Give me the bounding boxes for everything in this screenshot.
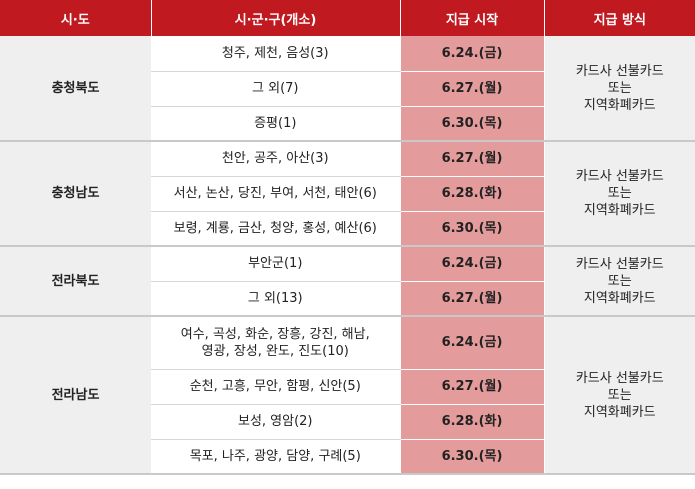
header-start-date: 지급 시작 — [399, 0, 544, 36]
district-cell: 보성, 영암(2) — [151, 404, 400, 440]
payment-method-text: 카드사 선불카드 — [575, 63, 664, 79]
payment-schedule-table: 시·도 시·군·구(개소) 지급 시작 지급 방식 충청북도 청주, 제천, 음성… — [0, 0, 695, 475]
district-cell: 천안, 공주, 아산(3) — [151, 141, 400, 177]
header-payment-method: 지급 방식 — [543, 0, 695, 36]
payment-method-text: 또는 — [607, 186, 632, 201]
district-text: 청주, 제천, 음성(3) — [221, 45, 329, 61]
district-text: 여수, 곡성, 화순, 장흥, 강진, 해남, — [180, 326, 370, 342]
district-text: 목포, 나주, 광양, 담양, 구례(5) — [189, 448, 361, 464]
table-row: 증평(1) 6.30.(목) — [0, 106, 695, 142]
table-row: 보성, 영암(2) 6.28.(화) — [0, 404, 695, 440]
start-date-cell: 6.30.(목) — [399, 211, 545, 247]
payment-method-cell: 카드사 선불카드 또는 지역화폐카드 — [544, 36, 695, 142]
district-cell: 그 외(7) — [151, 71, 400, 107]
payment-method-text: 카드사 선불카드 — [575, 256, 664, 272]
payment-method-text: 지역화폐카드 — [583, 203, 656, 218]
district-text: 보성, 영암(2) — [237, 414, 313, 429]
payment-method-cell: 카드사 선불카드 또는 지역화폐카드 — [544, 246, 695, 317]
district-text: 서산, 논산, 당진, 부여, 서천, 태안(6) — [173, 186, 377, 201]
payment-method-text: 카드사 선불카드 — [575, 169, 664, 184]
start-date-cell: 6.27.(월) — [399, 71, 545, 107]
payment-method-text: 또는 — [607, 387, 632, 403]
payment-method-text: 지역화폐카드 — [583, 97, 656, 113]
district-cell: 보령, 계룡, 금산, 청양, 홍성, 예산(6) — [151, 211, 400, 247]
table-row: 충청북도 청주, 제천, 음성(3) 6.24.(금) 카드사 선불카드 또는 지역화폐카… — [0, 36, 695, 142]
payment-method-text: 또는 — [607, 273, 632, 289]
district-cell: 그 외(13) — [151, 281, 400, 317]
table-row: 충청남도 천안, 공주, 아산(3) 6.27.(월) 카드사 선불카드 또는 지역화폐카… — [0, 141, 695, 247]
district-text: 천안, 공주, 아산(3) — [221, 151, 329, 167]
district-cell: 서산, 논산, 당진, 부여, 서천, 태안(6) — [151, 176, 400, 212]
district-text: 그 외(13) — [247, 290, 303, 306]
district-text: 부안군(1) — [248, 256, 303, 272]
table-row: 서산, 논산, 당진, 부여, 서천, 태안(6) 6.28.(화) — [0, 176, 695, 212]
table-row: 그 외(7) 6.27.(월) — [0, 71, 695, 107]
start-date-cell: 6.28.(화) — [399, 404, 545, 440]
table-row: 전라북도 부안군(1) 6.24.(금) 카드사 선불카드 또는 지역화폐카드 — [0, 246, 695, 317]
district-text: 증평(1) — [254, 115, 297, 131]
payment-method-text: 지역화폐카드 — [583, 290, 656, 306]
district-cell: 순천, 고흥, 무안, 함평, 신안(5) — [151, 369, 400, 405]
district-cell: 증평(1) — [151, 106, 400, 142]
table-body: 충청북도 청주, 제천, 음성(3) 6.24.(금) 카드사 선불카드 또는 지역화폐카… — [0, 36, 695, 475]
district-cell: 여수, 곡성, 화순, 장흥, 강진, 해남, 영광, 장성, 완도, 진도(10… — [151, 316, 400, 370]
district-text: 영광, 장성, 완도, 진도(10) — [201, 343, 349, 359]
header-district: 시·군·구(개소) — [150, 0, 400, 36]
start-date-cell: 6.30.(목) — [399, 439, 545, 475]
table-row: 목포, 나주, 광양, 담양, 구례(5) 6.30.(목) — [0, 439, 695, 475]
start-date-cell: 6.24.(금) — [399, 36, 545, 72]
province-cell: 전라남도 — [0, 316, 151, 475]
district-text: 보령, 계룡, 금산, 청양, 홍성, 예산(6) — [173, 220, 377, 236]
province-cell: 충청북도 — [0, 36, 151, 142]
table-row: 보령, 계룡, 금산, 청양, 홍성, 예산(6) 6.30.(목) — [0, 211, 695, 247]
payment-method-text: 지역화폐카드 — [583, 404, 656, 420]
table-row: 그 외(13) 6.27.(월) — [0, 281, 695, 317]
start-date-cell: 6.30.(목) — [399, 106, 545, 142]
table-header-row: 시·도 시·군·구(개소) 지급 시작 지급 방식 — [0, 0, 695, 36]
district-cell: 목포, 나주, 광양, 담양, 구례(5) — [151, 439, 400, 475]
district-text: 그 외(7) — [252, 81, 299, 96]
province-cell: 전라북도 — [0, 246, 151, 317]
district-text: 순천, 고흥, 무안, 함평, 신안(5) — [189, 379, 361, 394]
district-cell: 부안군(1) — [151, 246, 400, 282]
start-date-cell: 6.28.(화) — [399, 176, 545, 212]
table-row: 전라남도 여수, 곡성, 화순, 장흥, 강진, 해남, 영광, 장성, 완도, 진… — [0, 316, 695, 475]
province-cell: 충청남도 — [0, 141, 151, 247]
start-date-cell: 6.24.(금) — [399, 246, 545, 282]
payment-method-text: 카드사 선불카드 — [575, 370, 664, 386]
district-cell: 청주, 제천, 음성(3) — [151, 36, 400, 72]
start-date-cell: 6.27.(월) — [399, 369, 545, 405]
payment-method-text: 또는 — [607, 80, 632, 96]
start-date-cell: 6.24.(금) — [399, 316, 545, 370]
start-date-cell: 6.27.(월) — [399, 141, 545, 177]
header-province: 시·도 — [0, 0, 151, 36]
payment-method-cell: 카드사 선불카드 또는 지역화폐카드 — [544, 316, 695, 475]
table-row: 순천, 고흥, 무안, 함평, 신안(5) 6.27.(월) — [0, 369, 695, 405]
start-date-cell: 6.27.(월) — [399, 281, 545, 317]
